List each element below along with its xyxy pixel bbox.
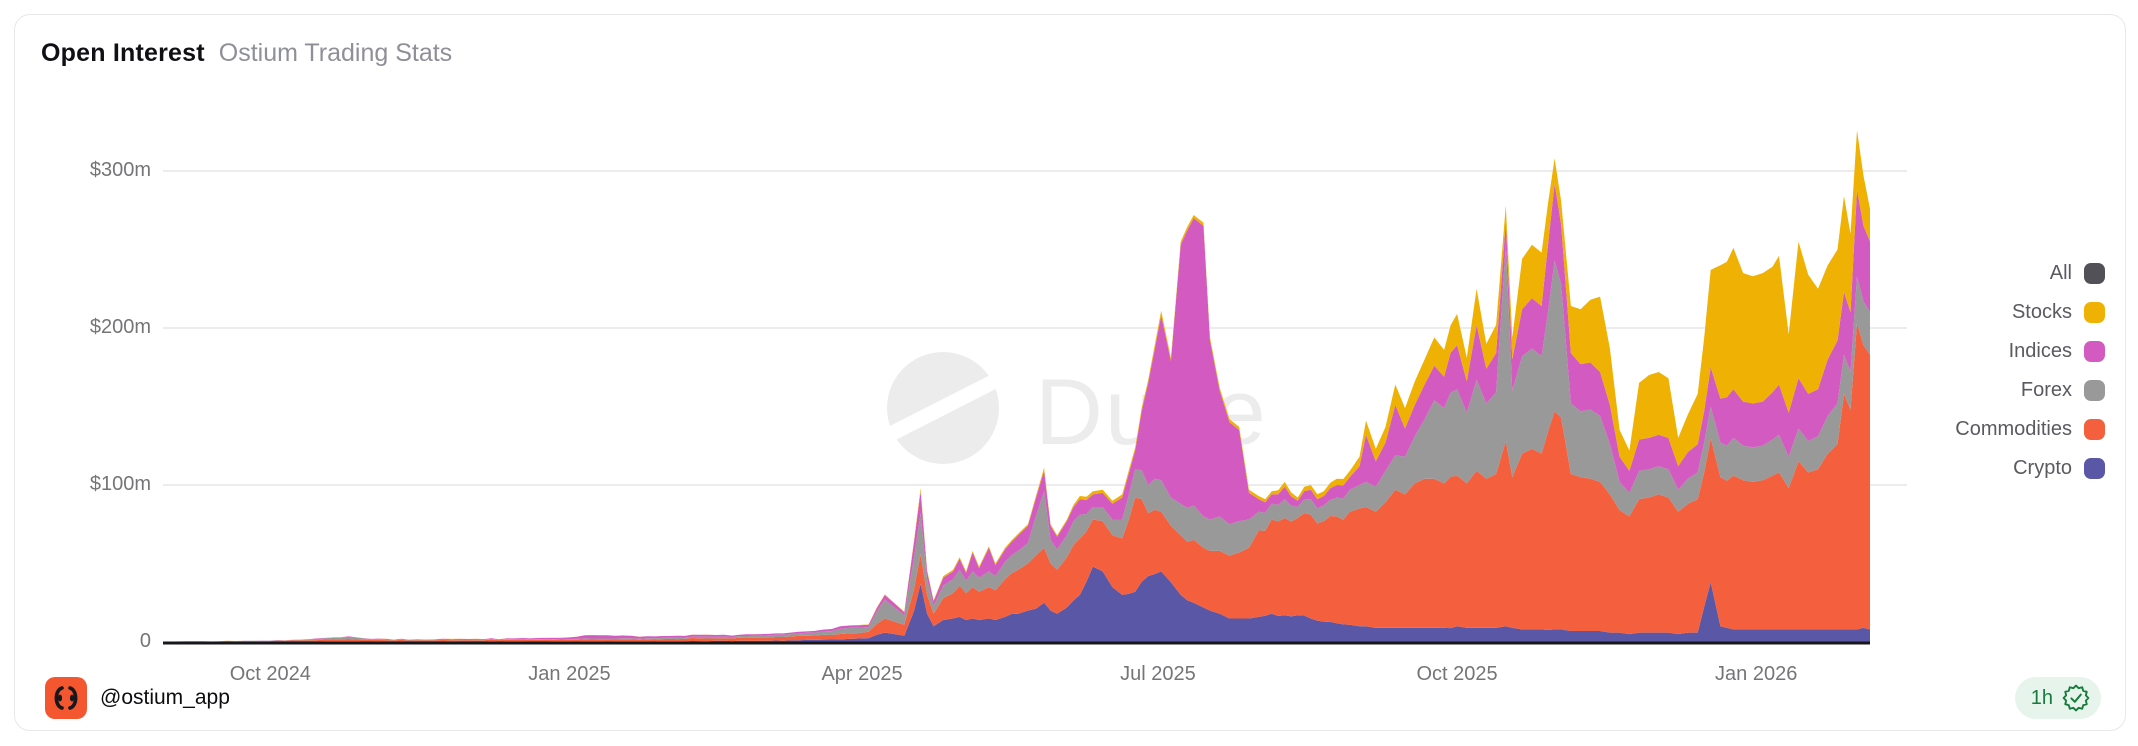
legend-label: Stocks [2011, 301, 2072, 323]
x-tick-label: Oct 2025 [1416, 663, 1498, 685]
y-tick-label: $100m [89, 473, 151, 495]
legend-item-crypto[interactable]: Crypto [1955, 449, 2105, 488]
legend-swatch-icon [2084, 302, 2105, 323]
area-series-indices [163, 183, 1870, 642]
refresh-age: 1h [2030, 686, 2053, 709]
chart-subtitle: Ostium Trading Stats [218, 39, 453, 67]
x-tick-label: Jan 2026 [1715, 663, 1798, 685]
legend-item-stocks[interactable]: Stocks [1955, 293, 2105, 332]
verified-check-icon [2062, 684, 2090, 712]
legend-swatch-icon [2084, 380, 2105, 401]
legend-swatch-icon [2084, 263, 2105, 284]
x-tick-label: Jul 2025 [1120, 663, 1196, 685]
x-tick-label: Apr 2025 [821, 663, 903, 685]
dune-watermark-slash [859, 360, 1027, 456]
legend-label: Crypto [2013, 457, 2072, 479]
y-tick-label: 0 [139, 630, 151, 652]
x-tick-label: Oct 2024 [229, 663, 311, 685]
legend-swatch-icon [2084, 419, 2105, 440]
refresh-status-pill[interactable]: 1h [2014, 677, 2101, 719]
legend-swatch-icon [2084, 341, 2105, 362]
legend-item-indices[interactable]: Indices [1955, 332, 2105, 371]
area-series-forex [163, 244, 1870, 642]
legend-item-forex[interactable]: Forex [1955, 371, 2105, 410]
x-tick-label: Jan 2025 [528, 663, 611, 685]
legend-item-commodities[interactable]: Commodities [1955, 410, 2105, 449]
chart-legend: All Stocks Indices Forex Commodities Crypto [1955, 254, 2105, 488]
legend-label: All [2049, 262, 2072, 284]
y-tick-label: $300m [89, 159, 151, 181]
y-tick-label: $200m [89, 316, 151, 338]
chart-card: Open Interest Ostium Trading Stats $300m $… [14, 14, 2126, 731]
chart-header: Open Interest Ostium Trading Stats [41, 39, 452, 68]
legend-swatch-icon [2084, 458, 2105, 479]
ostium-logo-icon [45, 677, 87, 719]
footer-author[interactable]: @ostium_app [45, 677, 230, 719]
author-handle[interactable]: @ostium_app [100, 686, 230, 709]
legend-item-all[interactable]: All [1955, 254, 2105, 293]
area-series-crypto [163, 566, 1870, 642]
legend-label: Indices [2008, 340, 2072, 362]
area-series-commodities [163, 323, 1870, 642]
legend-label: Forex [2020, 379, 2072, 401]
legend-label: Commodities [1955, 418, 2072, 440]
chart-area[interactable]: Dune [163, 103, 1907, 646]
chart-title: Open Interest [41, 39, 205, 67]
